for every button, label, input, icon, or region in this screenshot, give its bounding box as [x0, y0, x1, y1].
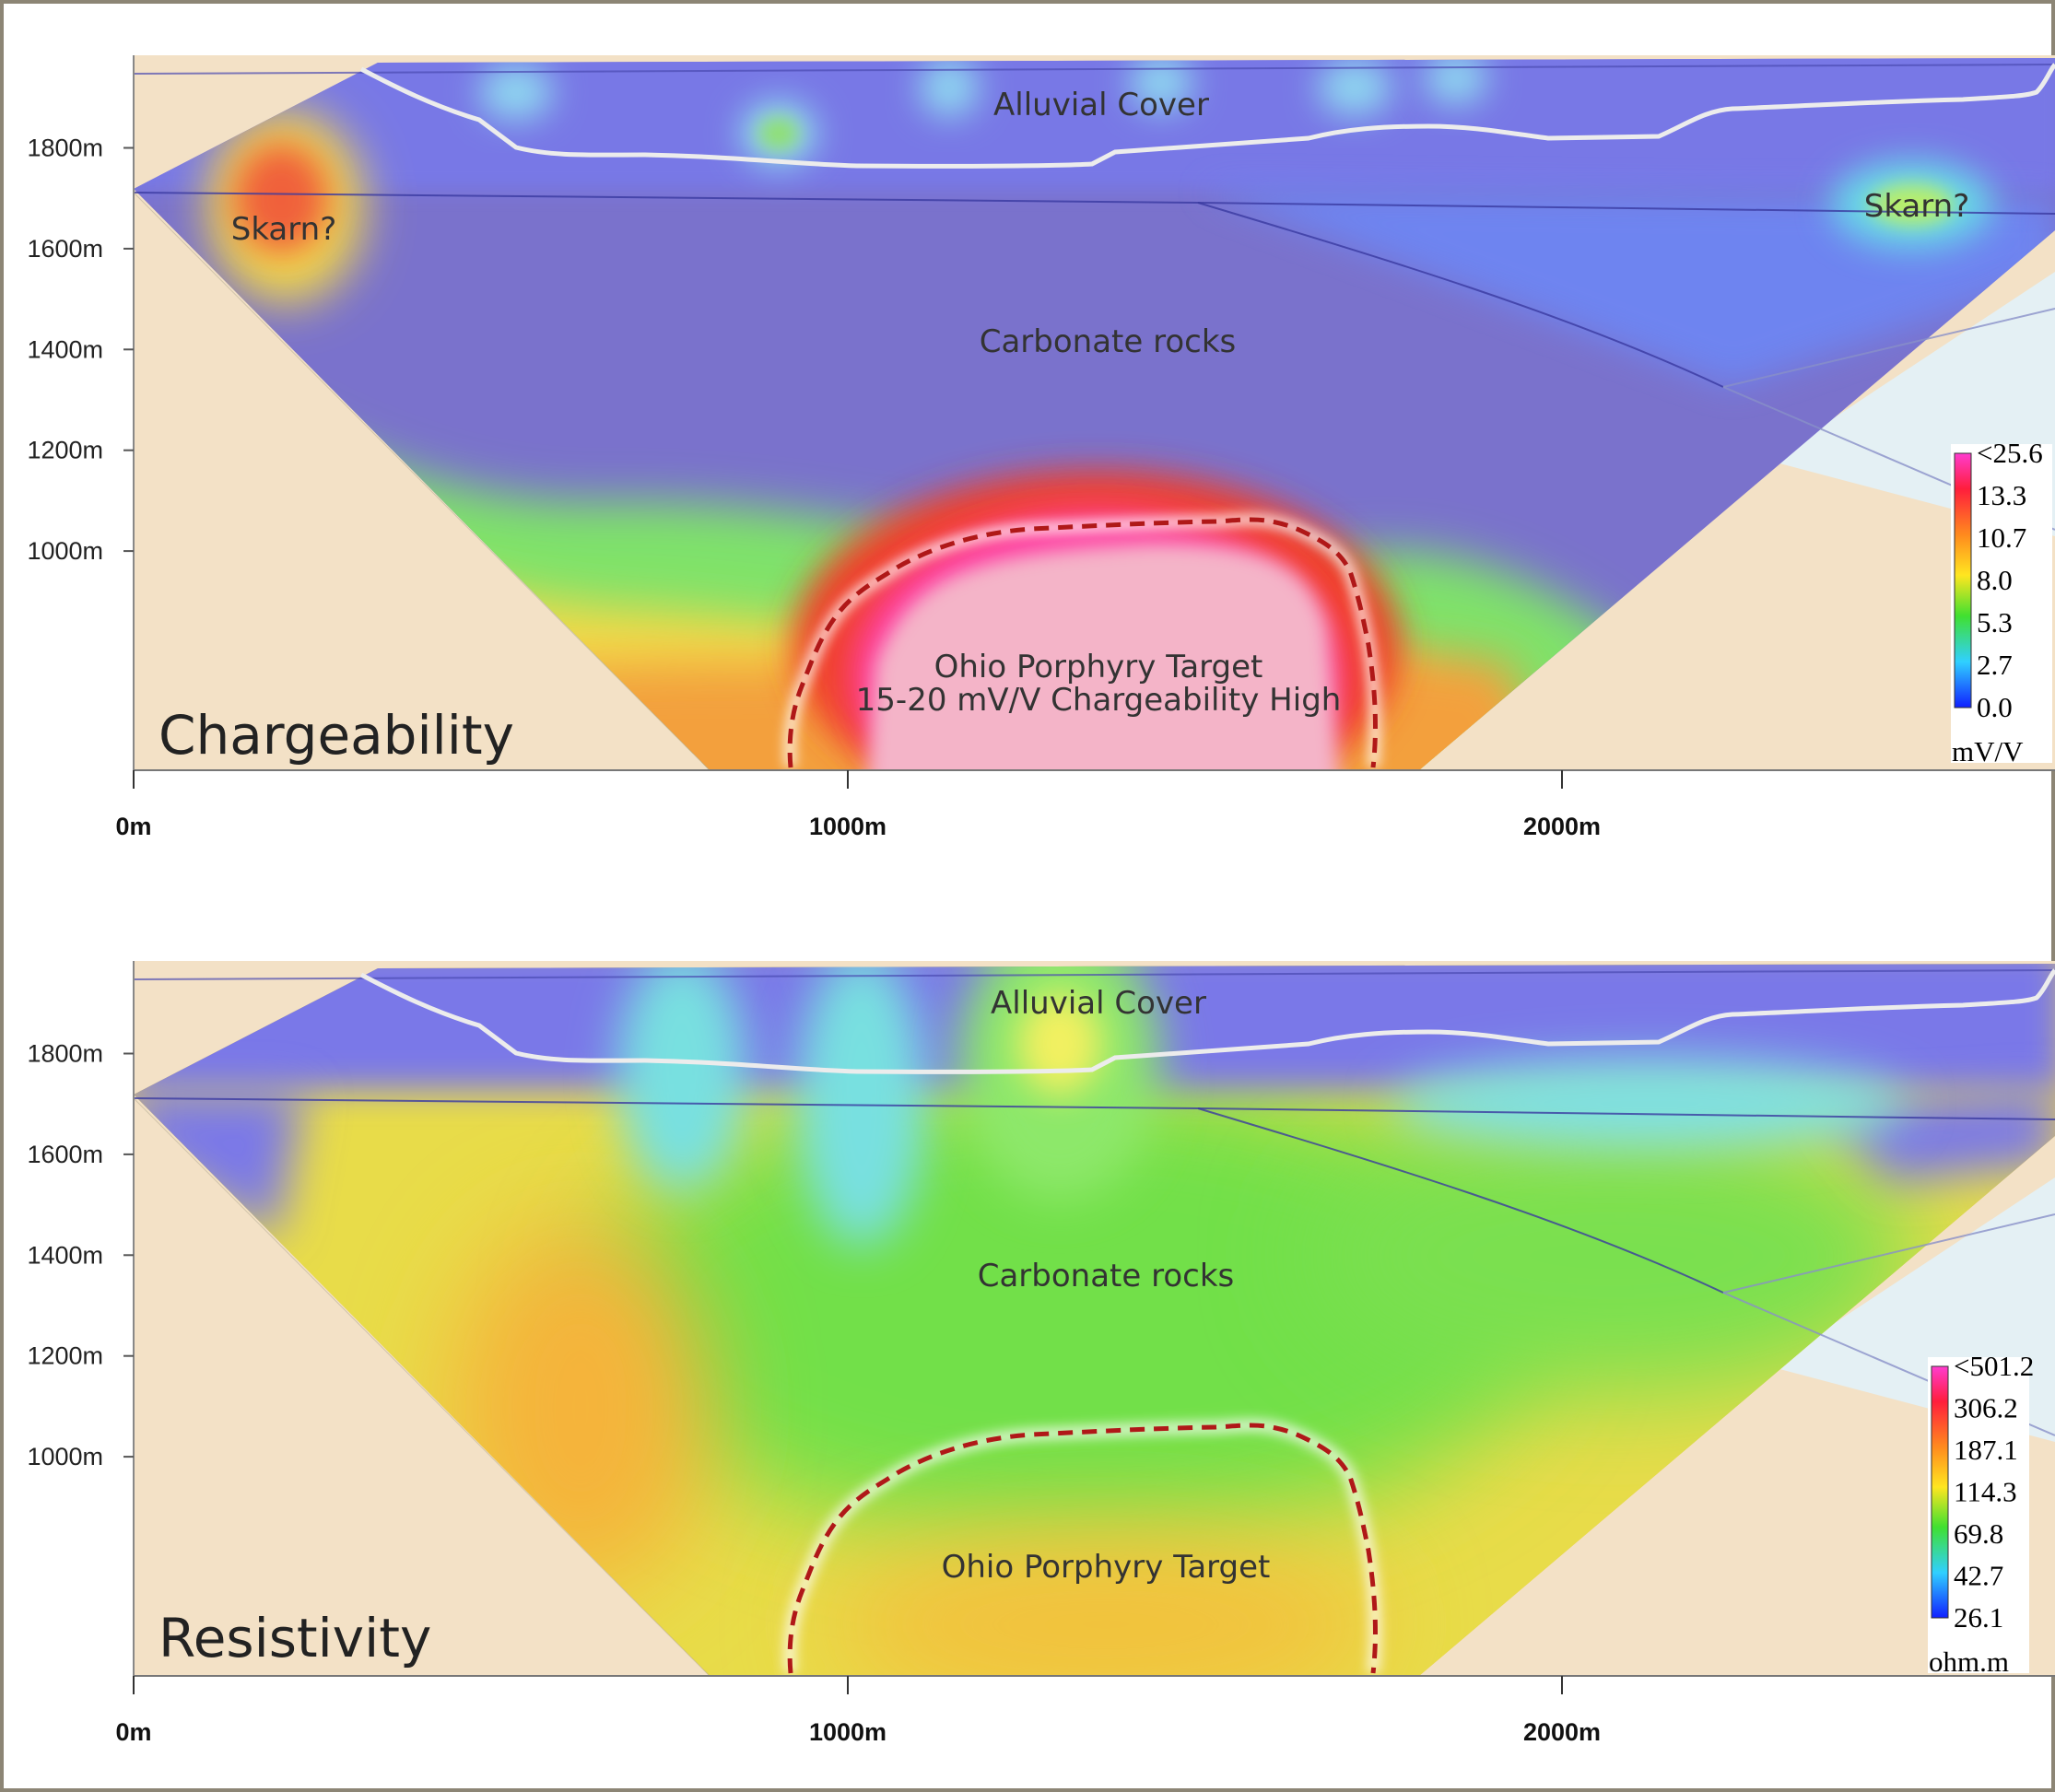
section-boundary-west: [133, 192, 710, 771]
contact-line-1: [1722, 1213, 2055, 1294]
blue-wedge: [1198, 189, 2055, 387]
annotation-label: 15-20 mV/V Chargeability High: [856, 682, 1342, 719]
annotation-label: Alluvial Cover: [991, 985, 1206, 1022]
colorbar-label: <501.2: [1954, 1350, 2034, 1382]
colorbar-label: 2.7: [1977, 649, 2013, 681]
target-outline: [787, 1423, 1378, 1674]
cover-band: [134, 58, 2055, 192]
y-tick-label: 1000m: [27, 537, 103, 565]
colorbar-label: 8.0: [1977, 564, 2013, 596]
west-blue: [134, 1090, 304, 1237]
fault-line: [1197, 202, 1724, 388]
surface-line: [133, 969, 2055, 980]
y-tick-label: 1600m: [27, 1141, 103, 1168]
contact-line-1: [1722, 308, 2055, 388]
colorbar: [1954, 452, 1972, 709]
annotation-label: Ohio Porphyry Target: [934, 649, 1263, 685]
colorbar-unit: mV/V: [1952, 735, 2024, 767]
colorbar-label: 0.0: [1977, 691, 2013, 723]
colorbar-label: <25.6: [1977, 437, 2043, 469]
y-tick-label: 1600m: [27, 235, 103, 263]
annotation-label: Skarn?: [1864, 188, 1969, 225]
cover-spot-6: [1425, 58, 1487, 104]
x-tick-label: 1000m: [809, 813, 887, 840]
annotation-label: Skarn?: [231, 211, 336, 248]
y-tick-label: 1200m: [27, 437, 103, 464]
colorbar-label: 306.2: [1954, 1392, 2018, 1424]
y-tick-label: 1400m: [27, 335, 103, 363]
annotation-label: Carbonate rocks: [978, 1258, 1235, 1294]
target-outline: [787, 517, 1378, 768]
y-tick-label: 1800m: [27, 1040, 103, 1068]
cover-spot-5: [1318, 60, 1392, 115]
topography-line: [359, 968, 2055, 1074]
colorbar-label: 13.3: [1977, 479, 2026, 511]
surface-line: [133, 64, 2055, 75]
panel-title: Chargeability: [159, 704, 514, 767]
annotation-label: Ohio Porphyry Target: [942, 1549, 1271, 1586]
colorbar-label: 5.3: [1977, 606, 2013, 638]
colorbar-label: 10.7: [1977, 521, 2026, 554]
colorbar-label: 42.7: [1954, 1560, 2003, 1592]
skarn-west-core: [233, 143, 329, 253]
panel-chargeability: 1800m 1600m 1400m 1200m 1000m 0m 1000m 2000m All…: [27, 55, 2055, 840]
skarn-east-core: [1871, 184, 1954, 225]
cover-spot-1: [479, 64, 553, 120]
y-tick-label: 1200m: [27, 1342, 103, 1370]
colorbar-label: 26.1: [1954, 1601, 2003, 1634]
colorbar-unit: ohm.m: [1929, 1646, 2009, 1678]
cyan-channel-1: [617, 964, 746, 1191]
orange-target: [829, 1532, 1382, 1676]
annotation-label: Carbonate rocks: [980, 323, 1237, 360]
cyan-east: [1392, 1058, 1908, 1150]
annotation-label: Alluvial Cover: [993, 87, 1209, 123]
x-tick-label: 1000m: [809, 1718, 887, 1746]
y-tick-label: 1000m: [27, 1443, 103, 1470]
fault-line: [1197, 1107, 1724, 1294]
target-core: [866, 544, 1341, 770]
x-tick-label: 0m: [115, 813, 151, 840]
cyan-channel-2: [797, 964, 926, 1247]
panel-resistivity: 1800m 1600m 1400m 1200m 1000m 0m 1000m 2000m All…: [27, 961, 2055, 1746]
section-boundary-west: [133, 1097, 710, 1677]
x-tick-label: 2000m: [1523, 1718, 1601, 1746]
y-tick-label: 1400m: [27, 1241, 103, 1269]
colorbar-label: 114.3: [1954, 1476, 2017, 1508]
cover-spot-3: [920, 58, 979, 117]
colorbar-label: 69.8: [1954, 1517, 2003, 1550]
cover-spot-core: [758, 117, 799, 150]
topography-line: [359, 63, 2055, 169]
panel-title: Resistivity: [159, 1607, 431, 1669]
x-tick-label: 0m: [115, 1718, 151, 1746]
green-east: [1309, 1118, 1917, 1394]
y-tick-label: 1800m: [27, 135, 103, 162]
colorbar-label: 187.1: [1954, 1434, 2018, 1466]
x-tick-label: 2000m: [1523, 813, 1601, 840]
colorbar: [1931, 1365, 1949, 1619]
